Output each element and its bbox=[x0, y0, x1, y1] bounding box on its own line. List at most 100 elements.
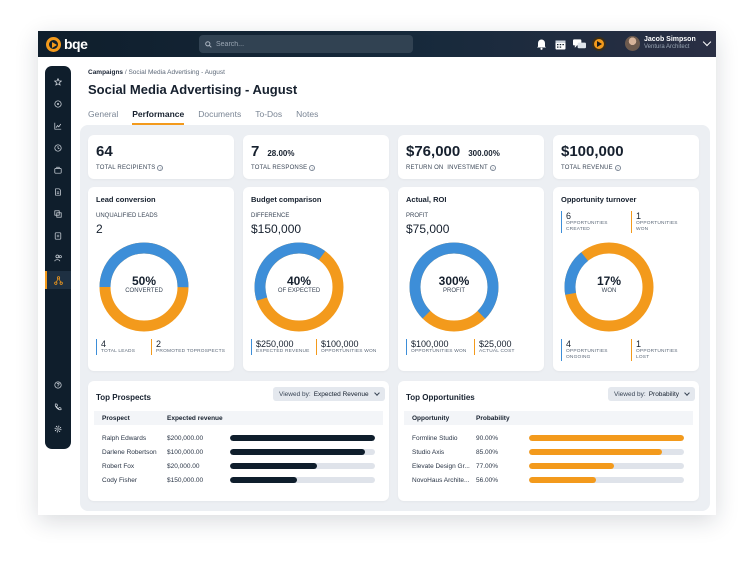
top-bar: bqe Jacob Simpson Ventura Architect bbox=[38, 31, 716, 57]
search-box[interactable] bbox=[199, 35, 413, 53]
card-title: Lead conversion bbox=[96, 195, 156, 204]
clock-icon[interactable] bbox=[45, 139, 71, 157]
row-value: $20,000.00 bbox=[167, 462, 200, 470]
table-row[interactable]: Studio Axis 85.00% bbox=[404, 446, 693, 458]
chevron-down-icon bbox=[702, 37, 711, 47]
sidebar bbox=[45, 66, 71, 449]
stat-value: $100,000 bbox=[411, 339, 449, 349]
timer-play-icon[interactable] bbox=[592, 37, 606, 51]
bar-track bbox=[529, 449, 684, 455]
bar-track bbox=[529, 463, 684, 469]
row-name: Ralph Edwards bbox=[102, 434, 147, 442]
tab-performance[interactable]: Performance bbox=[132, 109, 185, 125]
info-icon[interactable]: ? bbox=[614, 165, 621, 171]
card-label: DIFFERENCE bbox=[251, 213, 290, 219]
table-row[interactable]: Formline Studio 90.00% bbox=[404, 432, 693, 444]
briefcase-icon[interactable] bbox=[45, 161, 71, 179]
kpi-label-text: RETURN ON INVESTMENT bbox=[406, 165, 488, 171]
donut-center: 40% OF EXPECTED bbox=[269, 274, 329, 294]
stat-opportunities-ongoing: 4 OPPORTUNITIES ONGOING bbox=[561, 339, 608, 361]
donut-center-value: 17% bbox=[596, 274, 622, 288]
stat-opportunities-won: $100,000 OPPORTUNITIES WON bbox=[406, 339, 467, 355]
stat-value: 1 bbox=[636, 211, 642, 221]
viewed-by-value: Probability bbox=[648, 390, 680, 398]
search-input[interactable] bbox=[216, 40, 406, 48]
stat-label: ONGOING bbox=[566, 355, 591, 360]
table-row[interactable]: Cody Fisher $150,000.00 bbox=[94, 474, 383, 486]
viewed-by-dropdown[interactable]: Viewed by: Probability bbox=[608, 387, 696, 401]
kpi-return-on-investment: $76,000 300.00% RETURN ON INVESTMENT? bbox=[398, 135, 544, 179]
users-icon[interactable] bbox=[45, 249, 71, 267]
bar-track bbox=[230, 449, 375, 455]
donut-center: 50% CONVERTED bbox=[114, 274, 174, 294]
stat-label: ACTUAL COST bbox=[479, 349, 515, 354]
invoice-icon[interactable] bbox=[45, 227, 71, 245]
bar-fill bbox=[529, 477, 596, 483]
donut-value-arc bbox=[564, 242, 654, 332]
copy-icon[interactable] bbox=[45, 205, 71, 223]
card-value: $150,000 bbox=[251, 222, 302, 236]
viewed-by-dropdown[interactable]: Viewed by: Expected Revenue bbox=[273, 387, 385, 401]
app-window: bqe Jacob Simpson Ventura Architect bbox=[38, 31, 716, 515]
stat-opportunities-lost: 1 OPPORTUNITIES LOST bbox=[631, 339, 678, 361]
table-row[interactable]: NovoHaus Archite... 56.00% bbox=[404, 474, 693, 486]
help-icon[interactable] bbox=[45, 376, 71, 394]
table-row[interactable]: Elevate Design Gr... 77.00% bbox=[404, 460, 693, 472]
donut-value-arc bbox=[254, 242, 344, 332]
chat-icon[interactable] bbox=[573, 38, 586, 51]
stat-value: $25,000 bbox=[479, 339, 512, 349]
kpi-label: TOTAL REVENUE? bbox=[561, 165, 621, 171]
chart-icon[interactable] bbox=[45, 117, 71, 135]
row-name: Elevate Design Gr... bbox=[412, 462, 470, 470]
breadcrumb-campaigns-link[interactable]: Campaigns bbox=[88, 69, 124, 76]
stat-label: OPPORTUNITIES WON bbox=[321, 349, 377, 354]
search-icon bbox=[205, 40, 212, 48]
row-value: $150,000.00 bbox=[167, 476, 204, 484]
stat-actual-cost: $25,000 ACTUAL COST bbox=[474, 339, 515, 355]
settings-icon[interactable] bbox=[45, 420, 71, 438]
user-menu[interactable]: Jacob Simpson Ventura Architect bbox=[625, 36, 711, 51]
tab-general[interactable]: General bbox=[88, 109, 119, 119]
viewed-by-value: Expected Revenue bbox=[313, 390, 369, 398]
stat-label: CREATED bbox=[566, 227, 590, 232]
info-icon[interactable]: ? bbox=[309, 165, 316, 171]
table-row[interactable]: Robert Fox $20,000.00 bbox=[94, 460, 383, 472]
table-row[interactable]: Darlene Robertson $100,000.00 bbox=[94, 446, 383, 458]
bqe-logo[interactable]: bqe bbox=[46, 36, 88, 52]
tab-todos[interactable]: To-Dos bbox=[255, 109, 283, 119]
row-value: 56.00% bbox=[476, 476, 499, 484]
info-icon[interactable]: ? bbox=[489, 165, 496, 171]
user-name: Jacob Simpson bbox=[644, 36, 696, 43]
bar-fill bbox=[529, 463, 615, 469]
column-header: Expected revenue bbox=[167, 414, 223, 422]
card-title: Actual, ROI bbox=[406, 195, 447, 204]
calendar-icon[interactable] bbox=[554, 38, 567, 51]
page-title: Social Media Advertising - August bbox=[88, 82, 298, 97]
table-row[interactable]: Ralph Edwards $200,000.00 bbox=[94, 432, 383, 444]
bar-track bbox=[230, 477, 375, 483]
top-icons bbox=[535, 37, 606, 51]
tab-documents[interactable]: Documents bbox=[198, 109, 242, 119]
row-value: $100,000.00 bbox=[167, 448, 204, 456]
phone-icon[interactable] bbox=[45, 398, 71, 416]
chevron-down-icon bbox=[684, 390, 690, 396]
kpi-percent: 300.00% bbox=[468, 149, 500, 158]
info-icon[interactable]: ? bbox=[157, 165, 164, 171]
top-opportunities-card: Top Opportunities Viewed by: Probability … bbox=[398, 381, 699, 501]
kpi-percent: 28.00% bbox=[267, 149, 295, 158]
stat-label: OPPORTUNITIES bbox=[636, 221, 678, 226]
star-icon[interactable] bbox=[45, 73, 71, 91]
bell-icon[interactable] bbox=[535, 38, 548, 51]
donut-value-arc bbox=[99, 242, 189, 332]
tab-notes[interactable]: Notes bbox=[296, 109, 319, 119]
row-name: NovoHaus Archite... bbox=[412, 476, 470, 484]
crm-network-icon[interactable] bbox=[45, 271, 71, 289]
document-icon[interactable] bbox=[45, 183, 71, 201]
lead-conversion-donut bbox=[99, 242, 189, 332]
stat-label: OPPORTUNITIES WON bbox=[411, 349, 467, 354]
kpi-value: $100,000 bbox=[561, 143, 624, 160]
card-label: PROFIT bbox=[406, 213, 428, 219]
top-prospects-card: Top Prospects Viewed by: Expected Revenue… bbox=[88, 381, 389, 501]
row-name: Robert Fox bbox=[102, 462, 135, 470]
dashboard-icon[interactable] bbox=[45, 95, 71, 113]
